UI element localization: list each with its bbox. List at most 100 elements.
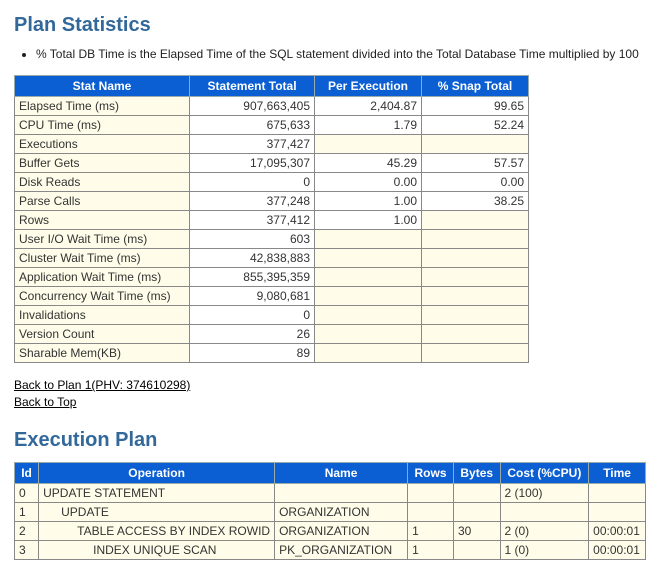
table-cell: 3 <box>15 540 39 559</box>
table-cell: Concurrency Wait Time (ms) <box>15 287 190 306</box>
stats-col-snap: % Snap Total <box>422 76 529 97</box>
table-cell: 26 <box>190 325 315 344</box>
table-cell <box>422 211 529 230</box>
plan-operation: TABLE ACCESS BY INDEX ROWID <box>43 524 270 538</box>
table-cell: 0 <box>190 306 315 325</box>
table-row: User I/O Wait Time (ms)603 <box>15 230 529 249</box>
plan-operation: UPDATE <box>43 505 109 519</box>
table-cell: 1 <box>408 540 454 559</box>
table-row: Invalidations0 <box>15 306 529 325</box>
table-cell: Elapsed Time (ms) <box>15 97 190 116</box>
table-cell <box>422 135 529 154</box>
table-row: Disk Reads00.000.00 <box>15 173 529 192</box>
table-cell: 00:00:01 <box>589 521 646 540</box>
plan-operation: UPDATE STATEMENT <box>43 486 165 500</box>
table-row: Version Count26 <box>15 325 529 344</box>
stats-col-name: Stat Name <box>15 76 190 97</box>
table-cell: ORGANIZATION <box>275 502 408 521</box>
plan-statistics-note: % Total DB Time is the Elapsed Time of t… <box>36 47 646 61</box>
stats-col-per: Per Execution <box>315 76 422 97</box>
table-cell: INDEX UNIQUE SCAN <box>39 540 275 559</box>
table-cell: Disk Reads <box>15 173 190 192</box>
table-cell: ORGANIZATION <box>275 521 408 540</box>
plan-col-id: Id <box>15 462 39 483</box>
table-cell: 57.57 <box>422 154 529 173</box>
plan-col-time: Time <box>589 462 646 483</box>
table-cell: 377,248 <box>190 192 315 211</box>
plan-statistics-heading: Plan Statistics <box>14 14 646 37</box>
table-cell <box>422 287 529 306</box>
table-cell: 603 <box>190 230 315 249</box>
table-cell: 2 (0) <box>500 521 589 540</box>
table-cell <box>589 483 646 502</box>
table-row: 3 INDEX UNIQUE SCAN PK_ORGANIZATION1 1 (0)0… <box>15 540 646 559</box>
table-cell: UPDATE STATEMENT <box>39 483 275 502</box>
table-cell: 38.25 <box>422 192 529 211</box>
plan-statistics-note-list: % Total DB Time is the Elapsed Time of t… <box>36 47 646 61</box>
table-cell: 30 <box>453 521 500 540</box>
table-cell: Buffer Gets <box>15 154 190 173</box>
table-cell <box>408 483 454 502</box>
table-cell: 1.00 <box>315 192 422 211</box>
table-cell: PK_ORGANIZATION <box>275 540 408 559</box>
table-cell: 1.79 <box>315 116 422 135</box>
table-cell: 1 (0) <box>500 540 589 559</box>
table-cell <box>500 502 589 521</box>
table-cell <box>315 135 422 154</box>
table-row: Executions377,427 <box>15 135 529 154</box>
table-row: Parse Calls377,2481.0038.25 <box>15 192 529 211</box>
table-cell <box>422 268 529 287</box>
table-cell <box>453 540 500 559</box>
table-cell: 1 <box>408 521 454 540</box>
table-cell <box>275 483 408 502</box>
plan-col-op: Operation <box>39 462 275 483</box>
table-cell: Invalidations <box>15 306 190 325</box>
table-cell: 855,395,359 <box>190 268 315 287</box>
table-cell <box>422 306 529 325</box>
table-row: Cluster Wait Time (ms)42,838,883 <box>15 249 529 268</box>
table-cell: 0 <box>190 173 315 192</box>
table-cell: 00:00:01 <box>589 540 646 559</box>
table-cell <box>422 230 529 249</box>
table-cell: Version Count <box>15 325 190 344</box>
table-cell <box>408 502 454 521</box>
table-cell: 2,404.87 <box>315 97 422 116</box>
plan-col-bytes: Bytes <box>453 462 500 483</box>
table-row: Elapsed Time (ms)907,663,4052,404.8799.6… <box>15 97 529 116</box>
table-cell: 17,095,307 <box>190 154 315 173</box>
table-cell: 9,080,681 <box>190 287 315 306</box>
table-cell <box>589 502 646 521</box>
table-cell <box>315 268 422 287</box>
table-cell: 45.29 <box>315 154 422 173</box>
table-cell: 99.65 <box>422 97 529 116</box>
table-cell <box>315 249 422 268</box>
table-row: 1UPDATEORGANIZATION <box>15 502 646 521</box>
table-cell <box>315 344 422 363</box>
table-cell <box>315 230 422 249</box>
table-cell: 42,838,883 <box>190 249 315 268</box>
table-cell: Sharable Mem(KB) <box>15 344 190 363</box>
table-cell: Rows <box>15 211 190 230</box>
table-cell: CPU Time (ms) <box>15 116 190 135</box>
table-row: 0UPDATE STATEMENT2 (100) <box>15 483 646 502</box>
table-cell <box>315 325 422 344</box>
back-to-top-link[interactable]: Back to Top <box>14 395 76 409</box>
table-row: Sharable Mem(KB)89 <box>15 344 529 363</box>
table-cell: 1.00 <box>315 211 422 230</box>
table-row: Buffer Gets17,095,30745.2957.57 <box>15 154 529 173</box>
table-cell: UPDATE <box>39 502 275 521</box>
table-cell <box>453 483 500 502</box>
table-cell <box>422 249 529 268</box>
back-to-plan-link[interactable]: Back to Plan 1(PHV: 374610298) <box>14 378 190 392</box>
table-cell <box>422 325 529 344</box>
table-row: CPU Time (ms)675,6331.7952.24 <box>15 116 529 135</box>
table-cell: 2 <box>15 521 39 540</box>
plan-statistics-table: Stat Name Statement Total Per Execution … <box>14 75 529 363</box>
table-row: Rows377,4121.00 <box>15 211 529 230</box>
table-cell: Cluster Wait Time (ms) <box>15 249 190 268</box>
table-cell: Application Wait Time (ms) <box>15 268 190 287</box>
table-row: 2 TABLE ACCESS BY INDEX ROWID ORGANIZATION… <box>15 521 646 540</box>
table-cell: 0.00 <box>315 173 422 192</box>
table-cell: Parse Calls <box>15 192 190 211</box>
plan-operation: INDEX UNIQUE SCAN <box>43 543 216 557</box>
